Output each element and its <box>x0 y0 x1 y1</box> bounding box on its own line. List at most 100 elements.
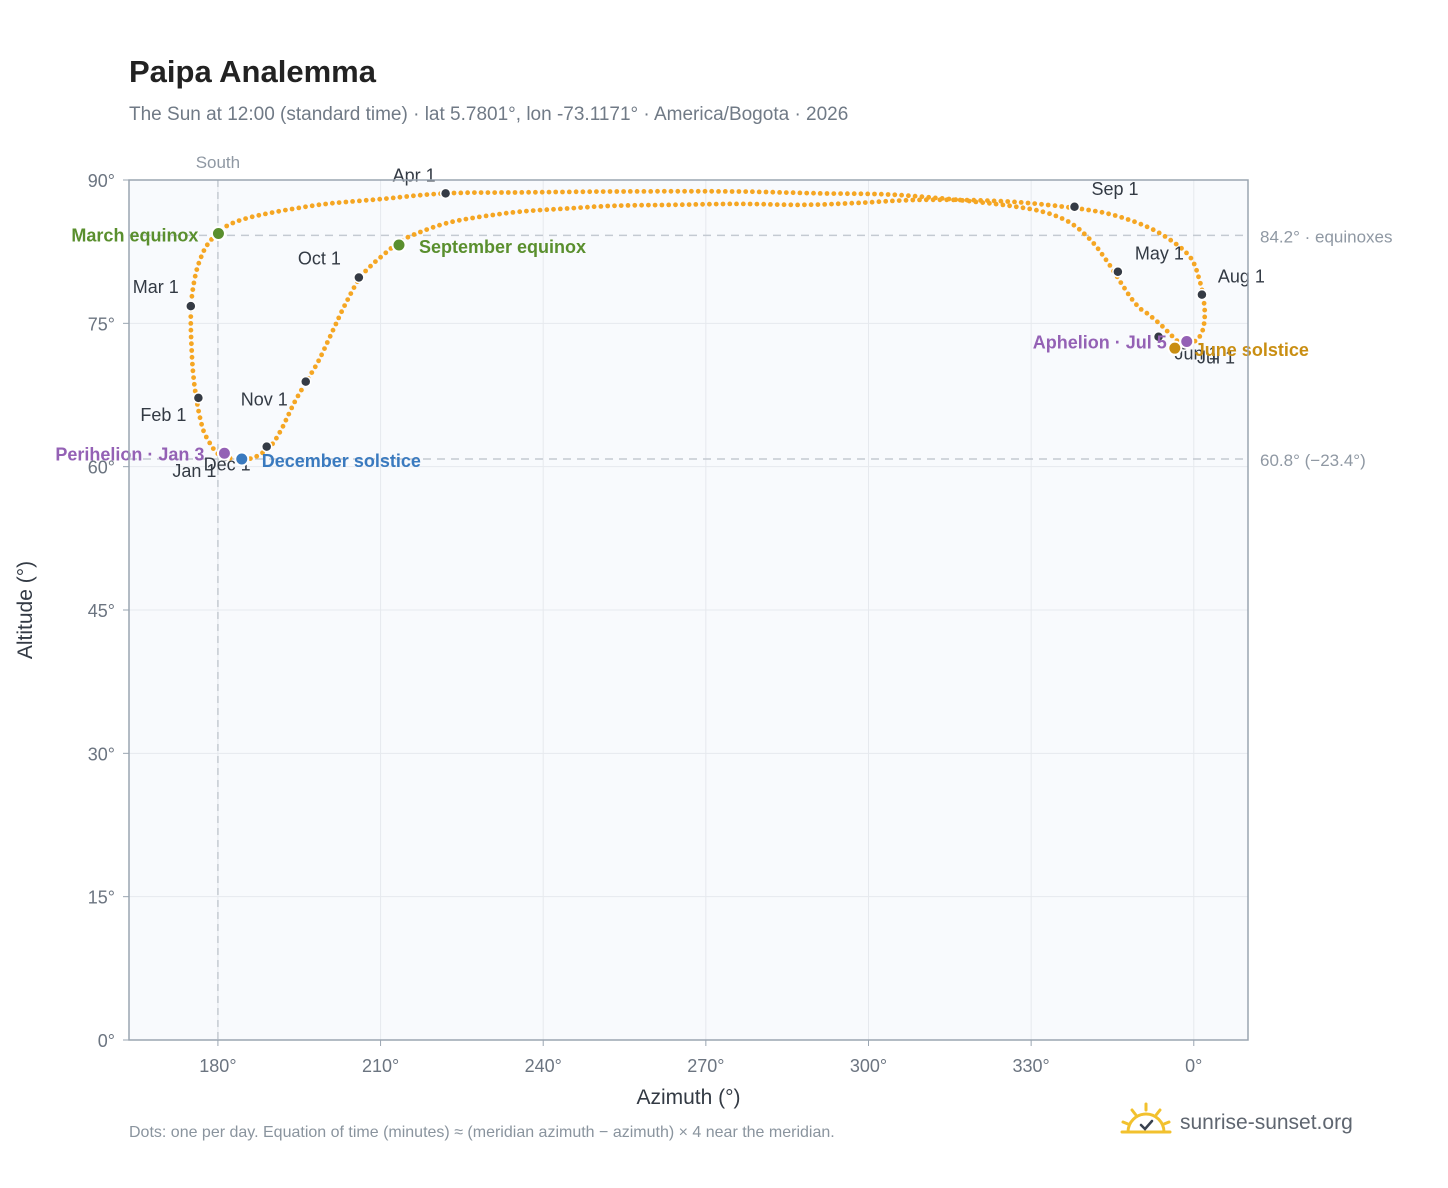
day-dot <box>384 196 389 202</box>
day-dot <box>700 201 705 207</box>
month-marker <box>299 375 312 388</box>
day-dot <box>1134 302 1139 308</box>
day-dot <box>537 207 543 213</box>
day-dot <box>578 205 583 211</box>
day-dot <box>930 197 936 203</box>
reference-line-label: 84.2° · equinoxes <box>1260 227 1393 246</box>
day-dot <box>856 200 861 206</box>
y-tick-label: 75° <box>88 314 115 334</box>
day-dot <box>869 199 875 205</box>
day-dot <box>998 198 1004 204</box>
month-label: Jul 1 <box>1197 347 1235 367</box>
day-dot <box>878 191 884 197</box>
day-dot <box>463 216 469 222</box>
day-dot <box>539 189 545 195</box>
month-label: Nov 1 <box>241 390 288 410</box>
day-dot <box>274 435 279 441</box>
event-marker <box>391 237 407 253</box>
month-label: Feb 1 <box>140 405 186 425</box>
analemma-curve <box>188 188 1208 462</box>
day-dot <box>978 198 983 203</box>
day-dot <box>944 197 950 203</box>
day-dot <box>591 204 597 210</box>
day-dot <box>1132 219 1137 225</box>
day-dot <box>740 201 746 207</box>
month-label: Sep 1 <box>1092 179 1139 199</box>
day-dot <box>309 203 315 209</box>
day-dot <box>1197 334 1203 339</box>
day-dot <box>201 248 207 254</box>
month-marker <box>1068 201 1081 213</box>
day-dot <box>774 202 780 208</box>
day-dot <box>289 206 295 212</box>
y-axis-label: Altitude (°) <box>14 561 37 659</box>
day-dot <box>736 189 742 194</box>
day-dot <box>190 368 196 374</box>
day-dot <box>605 203 611 209</box>
meridian-label: South <box>196 153 240 172</box>
day-dot <box>299 387 304 393</box>
event-label: Perihelion · Jan 3 <box>55 444 204 464</box>
day-dot <box>303 204 308 210</box>
day-dot <box>1027 206 1033 212</box>
day-dot <box>695 188 701 194</box>
day-dot <box>378 254 383 260</box>
day-dot <box>1169 333 1175 339</box>
day-dot <box>1018 200 1024 205</box>
day-dot <box>363 268 368 274</box>
event-marker <box>210 226 226 242</box>
day-dot <box>269 210 275 216</box>
day-dot <box>899 192 904 198</box>
day-dot <box>499 190 504 195</box>
day-dot <box>1138 307 1144 312</box>
day-dot <box>405 234 411 240</box>
day-dot <box>910 197 916 203</box>
day-dot <box>199 421 205 427</box>
day-dot <box>1047 211 1052 217</box>
day-dot <box>546 189 552 195</box>
reference-lines: South 84.2° · equinoxes 60.8° (−23.4°) <box>129 153 1393 1040</box>
day-dot <box>286 411 292 417</box>
event-marker <box>216 445 232 461</box>
day-dot <box>196 408 202 414</box>
day-dot <box>478 190 484 196</box>
day-dot <box>323 201 328 207</box>
day-dot <box>1125 217 1131 222</box>
day-dot <box>437 222 442 228</box>
chart-subtitle: The Sun at 12:00 (standard time) · lat 5… <box>129 104 849 125</box>
day-dot <box>497 211 502 217</box>
day-dot <box>770 189 776 195</box>
day-dot <box>587 189 593 195</box>
day-dot <box>686 202 692 208</box>
day-dot <box>734 201 739 207</box>
day-dot <box>492 190 498 196</box>
y-tick-label: 90° <box>88 171 115 191</box>
day-dot <box>198 254 204 260</box>
day-dot <box>1173 241 1179 247</box>
day-dot <box>1144 224 1150 230</box>
month-label: Mar 1 <box>133 277 179 297</box>
day-dot <box>295 393 301 399</box>
day-dot <box>835 201 841 207</box>
day-dot <box>1168 237 1174 243</box>
sunrise-logo-icon <box>1120 1102 1172 1143</box>
day-dot <box>342 303 347 308</box>
day-dot <box>465 190 470 196</box>
day-dot <box>430 224 436 230</box>
day-dot <box>713 201 719 207</box>
day-dot <box>530 208 536 214</box>
day-dot <box>189 341 194 347</box>
day-dot <box>533 189 538 195</box>
day-dot <box>443 220 449 226</box>
day-dot <box>249 214 255 220</box>
day-dot <box>709 188 715 194</box>
day-dot <box>1007 203 1012 209</box>
brand-logo[interactable]: sunrise-sunset.org <box>1120 1102 1353 1143</box>
day-dot <box>668 188 674 194</box>
day-dot <box>194 267 200 272</box>
brand-name: sunrise-sunset.org <box>1180 1110 1353 1134</box>
event-label: December solstice <box>262 451 421 471</box>
day-dot <box>571 205 577 211</box>
day-dot <box>188 321 194 326</box>
x-tick-label: 300° <box>850 1056 887 1076</box>
